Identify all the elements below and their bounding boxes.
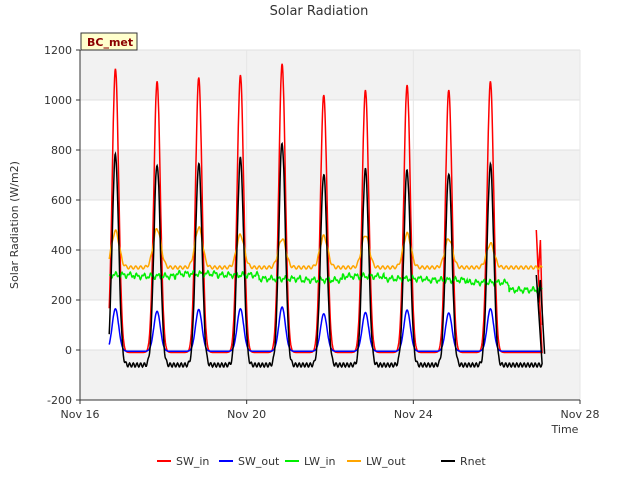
series-line-lw-in (109, 269, 543, 295)
y-tick-label: 600 (51, 194, 72, 207)
legend-label: LW_in (304, 455, 336, 468)
legend-label: Rnet (460, 455, 486, 468)
legend: SW_in SW_out LW_in LW_out Rnet (157, 455, 486, 468)
plot-background (80, 50, 580, 400)
y-tick-label: 800 (51, 144, 72, 157)
series-line-sw-out (108, 305, 543, 353)
grid-band (80, 150, 580, 200)
y-tick-label: 1200 (44, 44, 72, 57)
legend-item-lw-in: LW_in (285, 455, 336, 468)
station-badge: BC_met (80, 32, 138, 51)
legend-item-sw-out: SW_out (219, 455, 280, 468)
x-tick-label: Nov 28 (561, 408, 600, 421)
legend-item-sw-in: SW_in (157, 455, 209, 468)
legend-label: SW_out (238, 455, 280, 468)
y-tick-label: 1000 (44, 94, 72, 107)
y-tick-label: 0 (65, 344, 72, 357)
y-tick-label: 400 (51, 244, 72, 257)
series-line-sw-in (108, 63, 544, 354)
grid-band (80, 50, 580, 100)
x-tick-label: Nov 16 (61, 408, 100, 421)
y-axis-label: Solar Radiation (W/m2) (8, 161, 21, 289)
legend-item-rnet: Rnet (441, 455, 486, 468)
chart-title: Solar Radiation (270, 4, 369, 19)
series-layer (108, 63, 546, 369)
x-tick-label: Nov 24 (394, 408, 433, 421)
badge-label: BC_met (87, 36, 133, 49)
series-line-rnet (108, 141, 546, 369)
legend-label: LW_out (366, 455, 406, 468)
grid-band (80, 350, 580, 400)
legend-item-lw-out: LW_out (347, 455, 406, 468)
axes: -200 0 200 400 600 800 1000 1200 Nov 16 Nov 20 Nov… (44, 44, 599, 421)
y-tick-label: -200 (47, 394, 72, 407)
badge-box (80, 32, 138, 51)
y-tick-label: 200 (51, 294, 72, 307)
x-tick-label: Nov 20 (227, 408, 266, 421)
x-axis-label: Time (551, 423, 579, 436)
series-line-lw-out (108, 225, 543, 270)
legend-label: SW_in (176, 455, 209, 468)
